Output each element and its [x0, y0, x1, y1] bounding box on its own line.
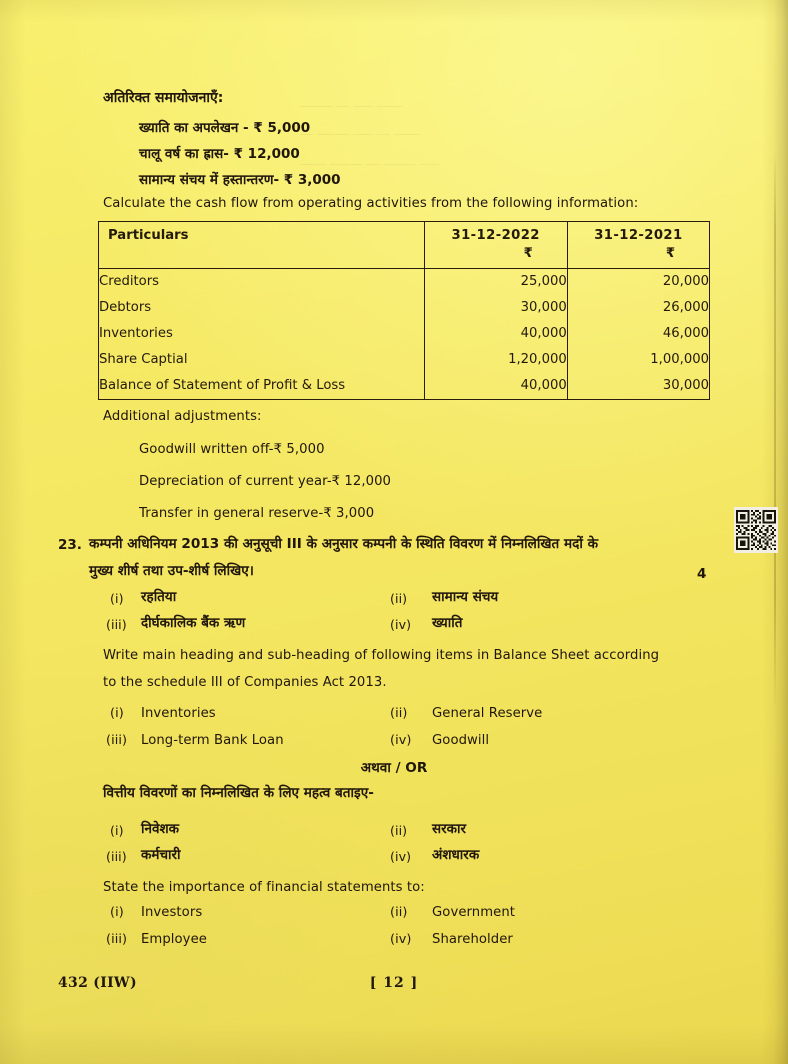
hindi-item-marker-i: (i)	[110, 591, 124, 606]
header-cell-particulars: Particulars	[98, 221, 425, 269]
hindi-adjustment-item: ख्याति का अपलेखन - ₹ 5,000	[139, 120, 311, 136]
english-item-marker-i: (i)	[110, 706, 124, 721]
cell-2022: 25,000	[423, 268, 568, 295]
english-item-label-i: Inventories	[141, 706, 216, 721]
additional-adjustment-item: Transfer in general reserve-₹ 3,000	[139, 506, 375, 521]
table-row: Creditors 25,000 20,000	[99, 268, 710, 295]
hindi-item-label-iv: ख्याति	[432, 615, 463, 631]
alt-hindi-item-marker-iii: (iii)	[106, 849, 127, 864]
footer-paper-code: 432 (IIW)	[58, 975, 137, 991]
header-label-2021: 31-12-2021	[594, 228, 683, 243]
alt-english-item-marker-i: (i)	[110, 905, 124, 920]
cell-particulars: Debtors	[99, 300, 152, 315]
hindi-item-label-ii: सामान्य संचय	[432, 589, 499, 605]
table-row: Share Captial 1,20,000 1,00,000	[99, 347, 710, 373]
cell-2021: 46,000	[566, 321, 710, 347]
table-row: Inventories 40,000 46,000	[99, 321, 710, 347]
alt-hindi-item-marker-i: (i)	[110, 823, 124, 838]
english-item-label-ii: General Reserve	[432, 706, 543, 721]
alt-hindi-item-label-ii: सरकार	[432, 821, 467, 837]
cell-2022: 40,000	[423, 321, 568, 347]
alt-hindi-item-label-i: निवेशक	[141, 821, 180, 837]
alt-english-item-label-iii: Employee	[141, 932, 207, 947]
table-header-row: Particulars 31-12-2022 ₹ 31-12-2021 ₹	[98, 221, 710, 269]
hindi-item-marker-iv: (iv)	[390, 617, 412, 632]
english-item-label-iii: Long-term Bank Loan	[141, 733, 284, 748]
qr-code	[734, 507, 778, 553]
header-cell-2021: 31-12-2021 ₹	[566, 221, 710, 269]
question-23-alt-english-text: State the importance of financial statem…	[103, 880, 425, 895]
hindi-adjustment-item: सामान्य संचय में हस्तान्तरण- ₹ 3,000	[139, 172, 341, 188]
alt-english-item-marker-iii: (iii)	[106, 932, 128, 947]
cell-particulars: Balance of Statement of Profit & Loss	[99, 378, 346, 393]
question-23-marks: 4	[697, 566, 707, 582]
cell-2022: 40,000	[423, 373, 568, 400]
english-prompt: Calculate the cash flow from operating a…	[103, 196, 639, 211]
additional-adjustment-item: Goodwill written off-₹ 5,000	[139, 442, 325, 457]
hindi-adjustment-item: चालू वर्ष का ह्रास- ₹ 12,000	[139, 146, 300, 162]
additional-adjustment-item: Depreciation of current year-₹ 12,000	[139, 474, 392, 489]
table-row: Balance of Statement of Profit & Loss 40…	[99, 373, 710, 400]
cell-particulars: Share Captial	[99, 352, 188, 367]
question-23-hindi-line1: कम्पनी अधिनियम 2013 की अनुसूची III के अन…	[89, 536, 599, 552]
question-number-23: 23.	[58, 537, 82, 553]
alt-english-item-label-i: Investors	[141, 905, 203, 920]
question-23-alt-hindi-text: वित्तीय विवरणों का निम्नलिखित के लिए महत…	[103, 785, 374, 801]
question-23-english-line2: to the schedule III of Companies Act 201…	[103, 675, 387, 690]
english-item-label-iv: Goodwill	[432, 733, 490, 748]
alt-english-item-marker-ii: (ii)	[390, 905, 408, 920]
header-label-particulars: Particulars	[108, 228, 189, 243]
header-label-2022: 31-12-2022	[451, 228, 540, 243]
table-row: Debtors 30,000 26,000	[99, 295, 710, 321]
currency-symbol-2021: ₹	[665, 246, 675, 261]
cell-2021: 26,000	[566, 295, 710, 321]
financial-data-table: Particulars 31-12-2022 ₹ 31-12-2021 ₹ Cr…	[98, 221, 710, 400]
currency-symbol-2022: ₹	[523, 246, 533, 261]
english-item-marker-ii: (ii)	[390, 706, 408, 721]
hindi-item-marker-ii: (ii)	[390, 591, 408, 606]
english-item-marker-iv: (iv)	[390, 733, 412, 748]
question-23-hindi-line2: मुख्य शीर्ष तथा उप-शीर्ष लिखिए।	[89, 563, 254, 579]
qr-code-icon	[736, 510, 776, 550]
alt-english-item-label-iv: Shareholder	[432, 932, 513, 947]
header-cell-2022: 31-12-2022 ₹	[423, 221, 568, 269]
question-23-english-line1: Write main heading and sub-heading of fo…	[103, 648, 660, 663]
alt-english-item-marker-iv: (iv)	[390, 932, 412, 947]
cell-2022: 1,20,000	[423, 347, 568, 373]
alt-hindi-item-label-iii: कर्मचारी	[141, 847, 181, 863]
cell-2022: 30,000	[423, 295, 568, 321]
hindi-item-label-i: रहतिया	[141, 589, 177, 605]
alt-hindi-item-marker-iv: (iv)	[390, 849, 412, 864]
english-item-marker-iii: (iii)	[106, 733, 128, 748]
cell-2021: 1,00,000	[566, 347, 710, 373]
cell-particulars: Inventories	[99, 326, 173, 341]
cell-2021: 30,000	[566, 373, 710, 400]
additional-adjustments-heading: Additional adjustments:	[103, 409, 262, 424]
hindi-item-marker-iii: (iii)	[106, 617, 127, 632]
hindi-adjustments-heading: अतिरिक्त समायोजनाएँ:	[103, 90, 224, 106]
alt-english-item-label-ii: Government	[432, 905, 516, 920]
footer-page-number: [ 12 ]	[369, 975, 419, 991]
alt-hindi-item-marker-ii: (ii)	[390, 823, 408, 838]
or-divider: अथवा / OR	[360, 760, 428, 776]
alt-hindi-item-label-iv: अंशधारक	[432, 847, 480, 863]
cell-particulars: Creditors	[99, 274, 160, 289]
hindi-item-label-iii: दीर्घकालिक बैंक ऋण	[141, 615, 246, 631]
cell-2021: 20,000	[566, 268, 710, 295]
